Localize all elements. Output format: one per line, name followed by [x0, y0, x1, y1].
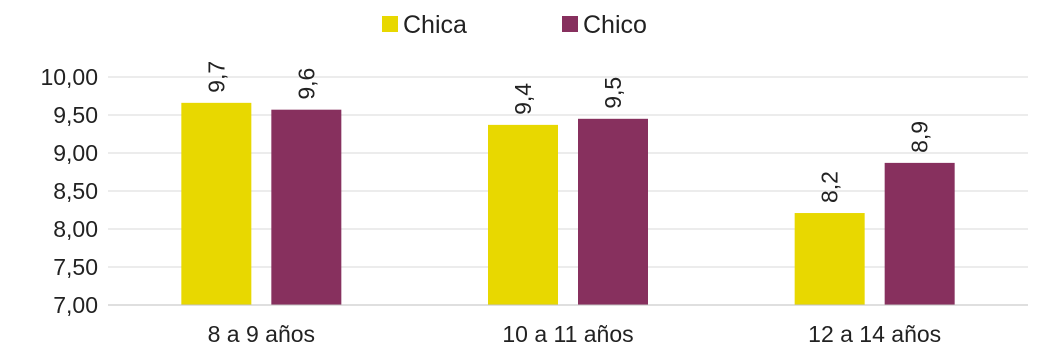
legend-item-chica: Chica	[382, 11, 467, 39]
bar-chica-0	[181, 102, 252, 305]
data-label: 8,9	[907, 121, 933, 153]
x-category-label: 12 a 14 años	[808, 321, 941, 347]
data-labels: 9,7 9,6 9,4 9,5 8,2 8,9	[203, 61, 932, 203]
bar-chico-2	[884, 162, 955, 305]
data-label: 9,6	[293, 68, 319, 100]
legend-item-chico: Chico	[562, 11, 647, 39]
y-tick-label: 10,00	[40, 64, 98, 90]
x-category-label: 8 a 9 años	[208, 321, 315, 347]
y-tick-label: 8,50	[53, 178, 98, 204]
y-tick-label: 9,00	[53, 140, 98, 166]
x-category-label: 10 a 11 años	[502, 321, 633, 347]
bar-chica-2	[794, 213, 865, 305]
data-label: 9,7	[203, 61, 229, 93]
bar-chico-0	[271, 109, 342, 306]
legend-label: Chico	[583, 11, 647, 39]
data-label: 9,5	[600, 77, 626, 109]
legend: Chica Chico	[382, 11, 647, 39]
legend-swatch	[562, 16, 578, 32]
y-tick-label: 8,00	[53, 216, 98, 242]
data-label: 8,2	[817, 171, 843, 203]
grid	[108, 76, 1028, 268]
x-axis: 8 a 9 años 10 a 11 años 12 a 14 años	[108, 304, 1028, 347]
bar-chico-1	[578, 118, 648, 305]
y-tick-label: 7,00	[53, 292, 98, 318]
y-axis: 7,00 7,50 8,00 8,50 9,00 9,50 10,00	[40, 64, 98, 318]
bar-chica-1	[488, 124, 558, 305]
bars	[181, 102, 955, 306]
data-label: 9,4	[510, 83, 536, 115]
y-tick-label: 7,50	[53, 254, 98, 280]
y-tick-label: 9,50	[53, 102, 98, 128]
legend-swatch	[382, 16, 398, 32]
legend-label: Chica	[403, 11, 467, 39]
